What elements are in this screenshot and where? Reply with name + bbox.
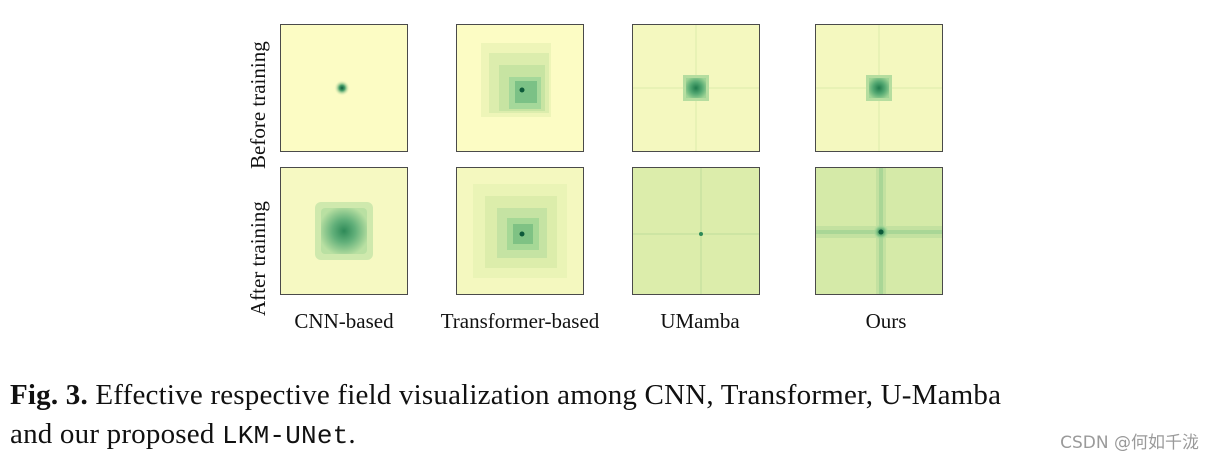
erf-panel-umamba-after — [632, 167, 760, 295]
erf-panel-cnn-before — [280, 24, 408, 152]
caption-text-2-end: . — [348, 418, 356, 450]
column-label-cnn: CNN-based — [294, 309, 394, 333]
erf-panel-ours-before — [815, 24, 943, 152]
caption-text-2: and our proposed — [10, 418, 222, 450]
caption-model-name: LKM-UNet — [222, 421, 349, 451]
erf-panel-cnn-after — [280, 167, 408, 295]
row-label-after-training: After training — [246, 201, 270, 316]
caption-label: Fig. 3. — [10, 379, 88, 411]
erf-panel-umamba-before — [632, 24, 760, 152]
figure-caption: Fig. 3. Effective respective field visua… — [10, 376, 1190, 456]
row-label-before-training: Before training — [246, 41, 270, 169]
caption-line-1: Fig. 3. Effective respective field visua… — [10, 376, 1190, 415]
erf-panel-transformer-before — [456, 24, 584, 152]
watermark: CSDN @何如千泷 — [1060, 433, 1199, 453]
caption-line-2: and our proposed LKM-UNet. — [10, 415, 1190, 456]
erf-panel-ours-after — [815, 167, 943, 295]
column-label-umamba: UMamba — [660, 309, 740, 333]
column-label-ours: Ours — [865, 309, 907, 333]
erf-panel-transformer-after — [456, 167, 584, 295]
caption-text-1: Effective respective field visualization… — [87, 379, 1002, 411]
column-label-transformer: Transformer-based — [440, 309, 600, 333]
